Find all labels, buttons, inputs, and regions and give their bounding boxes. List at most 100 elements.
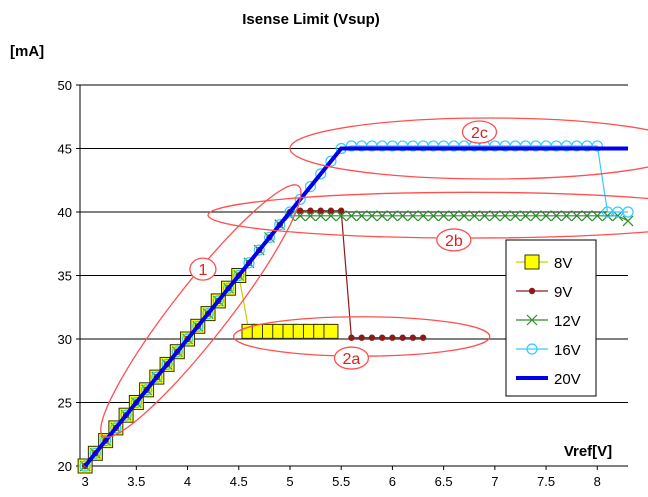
- data-point-16V: [100, 435, 112, 447]
- data-point-9V: [348, 334, 355, 341]
- data-point-8V: [323, 323, 339, 339]
- x-tick-label: 4.5: [230, 474, 248, 489]
- y-tick-label: 25: [58, 396, 72, 411]
- data-point-12V: [499, 210, 511, 222]
- data-point-9V: [389, 334, 396, 341]
- data-point-16V: [192, 320, 204, 332]
- legend-box: [505, 239, 597, 397]
- data-point-12V: [591, 210, 603, 222]
- data-point-16V: [120, 409, 132, 421]
- series-line-20V: [83, 146, 628, 468]
- annotation-circle-1: [189, 257, 217, 281]
- x-tick-label: 3.5: [127, 474, 145, 489]
- series-line-8V: [84, 274, 331, 467]
- axes: [79, 85, 628, 470]
- data-point-9V: [399, 334, 406, 341]
- data-point-16V: [181, 333, 194, 345]
- data-point-12V: [315, 210, 327, 222]
- data-point-12V: [325, 210, 337, 222]
- legend-marker: [528, 287, 536, 295]
- data-point-16V: [79, 460, 91, 472]
- annotation-label: 1: [198, 262, 207, 279]
- data-point-9V: [307, 207, 314, 214]
- legend-item-20V: 20V: [516, 371, 581, 388]
- x-tick-label: 7.5: [537, 474, 555, 489]
- data-point-12V: [397, 210, 409, 222]
- x-tick-label: 6.5: [435, 474, 453, 489]
- series-20V: [83, 146, 628, 468]
- legend-item-16V: 16V: [516, 342, 581, 359]
- data-point-9V: [409, 334, 417, 341]
- data-point-12V: [550, 210, 562, 222]
- x-tick-label: 5: [286, 474, 293, 489]
- data-point-16V: [325, 155, 337, 167]
- data-point-16V: [315, 168, 327, 180]
- annotation-labels: 1 2a 2b 2c: [189, 120, 498, 370]
- y-tick-label: 45: [58, 142, 72, 157]
- legend-marker: [526, 343, 538, 355]
- y-tick-label: 40: [58, 205, 72, 220]
- data-point-12V: [561, 210, 572, 222]
- legend-marker: [526, 314, 538, 326]
- x-tick-labels: 3 3.5 4 4.5 5 5.5 6 6.5 7 7.5 8: [82, 474, 601, 489]
- legend-marker: [524, 254, 540, 270]
- annotation-ellipse-1: [100, 184, 302, 438]
- x-axis-label: Vref[V]: [564, 443, 612, 460]
- y-tick-label: 20: [58, 459, 72, 474]
- series-group: [77, 140, 634, 474]
- data-point-16V: [304, 181, 317, 193]
- data-point-16V: [140, 384, 153, 396]
- data-point-9V: [337, 207, 345, 214]
- x-tick-label: 7: [491, 474, 498, 489]
- data-point-9V: [358, 334, 365, 341]
- data-point-12V: [346, 210, 357, 222]
- data-point-9V: [368, 334, 376, 341]
- data-point-16V: [263, 231, 276, 243]
- legend-label: 20V: [554, 371, 581, 388]
- data-point-16V: [294, 193, 306, 205]
- data-point-16V: [212, 295, 224, 307]
- data-point-12V: [356, 210, 368, 222]
- data-point-16V: [171, 346, 183, 358]
- plot-area: 20 25 30 35 40 45 50 3 3.5 4 4.5 5 5.5 6 6.5 7 7.5 8 1 2a…: [58, 78, 648, 489]
- data-point-12V: [448, 210, 460, 222]
- data-point-16V: [222, 282, 235, 294]
- annotation-label: 2b: [445, 233, 463, 250]
- data-point-12V: [366, 210, 378, 222]
- data-point-12V: [489, 210, 501, 222]
- legend-item-8V: 8V: [516, 254, 572, 272]
- annotation-circle-2c: [461, 120, 498, 144]
- legend-label: 12V: [554, 313, 581, 330]
- data-point-16V: [110, 422, 122, 434]
- data-point-12V: [581, 210, 593, 222]
- y-axis-label: [mA]: [10, 43, 44, 60]
- data-point-16V: [89, 447, 101, 459]
- data-point-16V: [151, 371, 163, 383]
- data-point-12V: [520, 210, 531, 222]
- data-point-12V: [376, 210, 388, 222]
- data-point-12V: [479, 210, 491, 222]
- legend: 8V 9V 12V 16V 20V: [505, 239, 597, 397]
- series-8V: [77, 268, 339, 474]
- data-point-16V: [622, 206, 634, 218]
- data-point-9V: [327, 207, 335, 214]
- data-point-12V: [509, 210, 521, 222]
- annotation-circle-2a: [333, 346, 370, 370]
- data-point-12V: [305, 210, 316, 222]
- data-point-16V: [130, 396, 142, 409]
- annotation-label: 2a: [343, 351, 361, 368]
- data-point-12V: [458, 210, 470, 222]
- data-point-12V: [622, 215, 634, 227]
- data-point-16V: [253, 244, 265, 256]
- annotation-ellipse-4: [289, 117, 648, 180]
- data-point-16V: [233, 269, 245, 282]
- data-point-9V: [378, 334, 386, 341]
- annotation-label: 2c: [471, 125, 488, 142]
- data-point-16V: [274, 219, 286, 231]
- data-point-12V: [335, 210, 347, 222]
- data-point-12V: [386, 210, 398, 222]
- data-point-12V: [571, 210, 583, 222]
- data-point-12V: [540, 210, 552, 222]
- data-point-16V: [243, 257, 255, 269]
